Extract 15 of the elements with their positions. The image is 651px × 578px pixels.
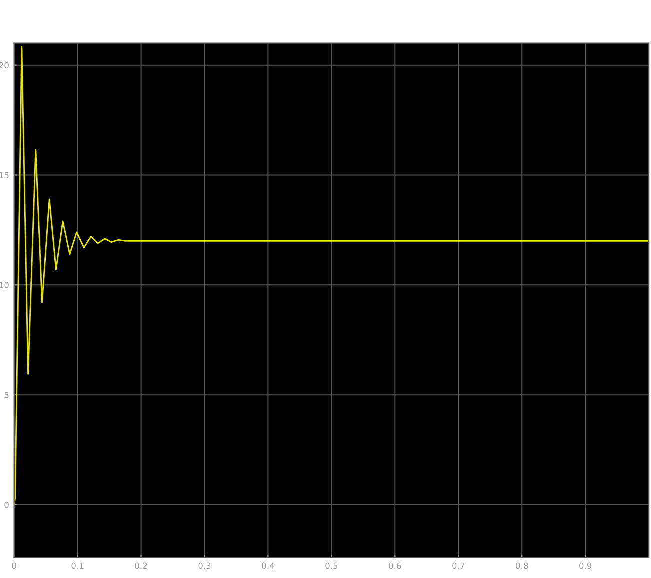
x-tick-label: 0.8 [516,562,528,570]
x-tick-label: 0.3 [198,562,211,570]
y-tick-label: 0 [4,502,9,508]
x-tick-label: 0.4 [262,562,274,570]
y-tick-label: 10 [0,282,9,288]
y-tick-label: 15 [0,172,9,179]
x-tick-label: 0 [12,562,16,570]
x-tick-label: 0.5 [326,562,338,570]
y-tick-label: 5 [4,392,9,398]
x-tick-label: 0.1 [72,562,84,570]
x-tick-label: 0.2 [135,562,148,570]
line-series [14,46,650,506]
x-tick-label: 0.6 [389,562,402,570]
x-tick-label: 0.9 [580,562,592,570]
x-tick-label: 0.7 [452,562,465,570]
